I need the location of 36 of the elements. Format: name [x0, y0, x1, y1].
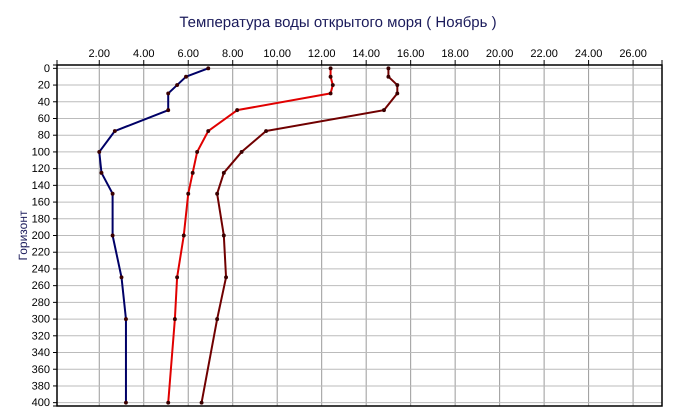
y-tick-label: 400: [32, 397, 50, 410]
y-tick-label: 180: [32, 213, 50, 226]
y-tick-label: 120: [32, 163, 50, 176]
y-tick-label: 360: [32, 364, 50, 376]
x-tick-label: 2.00: [88, 48, 110, 60]
y-tick-label: 80: [38, 130, 50, 142]
chart-title: Температура воды открытого моря ( Ноябрь ): [179, 14, 497, 31]
y-tick-label: 380: [32, 380, 50, 392]
x-tick-label: 24.00: [574, 48, 602, 60]
y-tick-label: 260: [32, 280, 50, 292]
x-tick-label: 18.00: [441, 48, 469, 60]
y-tick-label: 280: [32, 296, 50, 309]
y-tick-label: 60: [38, 113, 50, 126]
x-tick-label: 14.00: [352, 48, 380, 60]
y-tick-label: 100: [32, 146, 50, 158]
y-tick-label: 220: [32, 246, 50, 259]
y-axis-title: Горизонт: [16, 210, 30, 260]
y-tick-label: 240: [32, 263, 50, 276]
x-tick-label: 22.00: [530, 48, 558, 60]
x-tick-label: 6.00: [178, 48, 199, 60]
x-tick-label: 4.00: [133, 48, 154, 60]
y-tick-label: 320: [32, 330, 50, 342]
y-tick-label: 300: [32, 314, 50, 326]
x-tick-label: 8.00: [222, 48, 244, 60]
x-tick-label: 20.00: [486, 48, 514, 60]
y-tick-label: 20: [38, 80, 50, 92]
y-tick-label: 160: [32, 196, 50, 209]
y-tick-label: 200: [32, 230, 50, 242]
y-tick-label: 0: [44, 62, 50, 75]
x-tick-label: 10.00: [263, 48, 291, 60]
x-tick-label: 26.00: [619, 48, 647, 60]
y-tick-label: 40: [38, 96, 50, 108]
y-tick-label: 340: [32, 347, 50, 360]
y-tick-label: 140: [32, 180, 50, 192]
x-tick-label: 12.00: [308, 48, 336, 60]
x-tick-label: 16.00: [396, 48, 424, 60]
